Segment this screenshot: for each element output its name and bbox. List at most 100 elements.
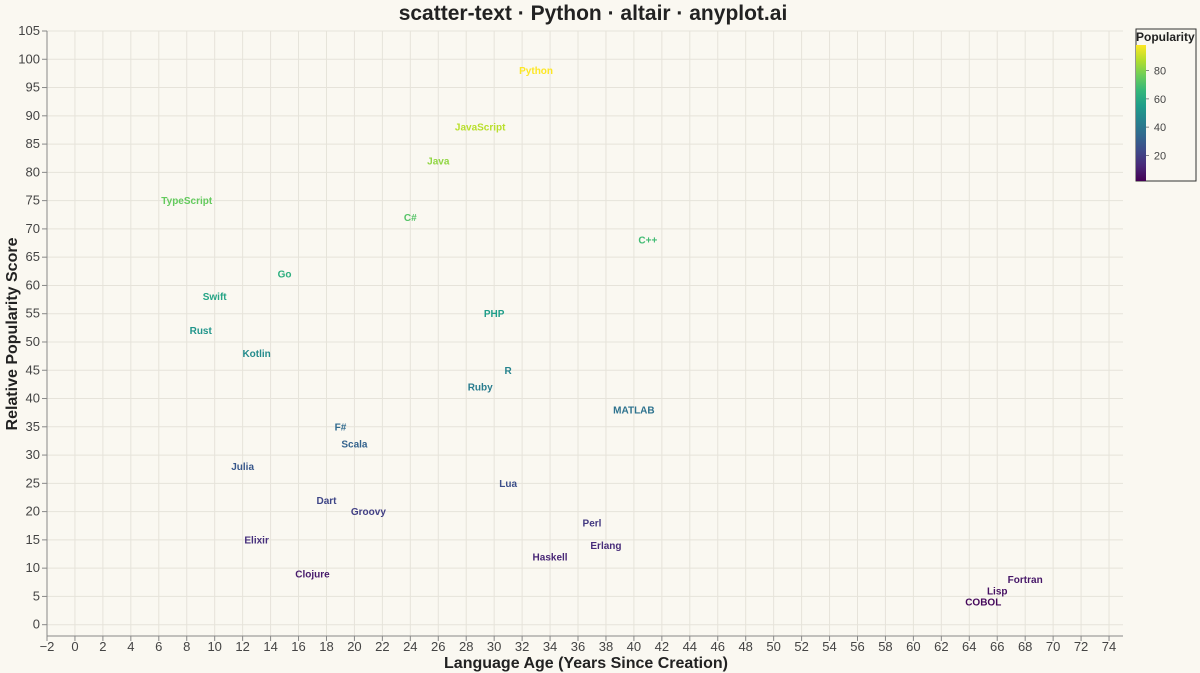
point-label-go: Go [278, 270, 292, 281]
point-label-lua: Lua [499, 479, 517, 490]
point-label-elixir: Elixir [244, 535, 269, 546]
y-tick-label: 90 [26, 108, 40, 123]
x-tick-label: 28 [459, 639, 473, 654]
y-tick-label: 25 [26, 475, 40, 490]
x-tick-label: 44 [683, 639, 697, 654]
x-tick-label: 4 [127, 639, 134, 654]
legend-tick-label: 20 [1154, 151, 1166, 163]
y-tick-label: 15 [26, 532, 40, 547]
x-tick-label: 0 [71, 639, 78, 654]
grid-lines [46, 30, 1123, 636]
y-tick-label: 40 [26, 391, 40, 406]
point-label-perl: Perl [583, 518, 602, 529]
point-label-f-: F# [335, 422, 347, 433]
chart-title: scatter-text · Python · altair · anyplot… [399, 2, 788, 25]
point-label-groovy: Groovy [351, 507, 386, 518]
x-tick-label: 32 [515, 639, 529, 654]
x-tick-label: 58 [878, 639, 892, 654]
point-label-typescript: TypeScript [161, 196, 213, 207]
x-tick-label: 70 [1046, 639, 1060, 654]
point-label-php: PHP [484, 309, 505, 320]
point-label-ruby: Ruby [468, 383, 493, 394]
x-tick-label: 74 [1102, 639, 1116, 654]
x-tick-label: 8 [183, 639, 190, 654]
x-tick-label: 36 [571, 639, 585, 654]
point-label-erlang: Erlang [590, 541, 621, 552]
point-label-swift: Swift [203, 292, 228, 303]
y-tick-label: 55 [26, 306, 40, 321]
y-tick-label: 80 [26, 164, 40, 179]
x-tick-label: 24 [403, 639, 417, 654]
x-tick-label: 30 [487, 639, 501, 654]
x-axis-title: Language Age (Years Since Creation) [444, 655, 728, 672]
y-tick-label: 100 [18, 51, 40, 66]
point-label-clojure: Clojure [295, 569, 330, 580]
x-tick-label: 62 [934, 639, 948, 654]
y-tick-label: 5 [33, 588, 40, 603]
point-label-rust: Rust [190, 326, 213, 337]
y-tick-label: 30 [26, 447, 40, 462]
x-tick-label: 12 [235, 639, 249, 654]
x-tick-label: 60 [906, 639, 920, 654]
y-tick-label: 70 [26, 221, 40, 236]
legend-title: Popularity [1136, 30, 1195, 44]
y-tick-label: 105 [18, 23, 40, 38]
y-tick-label: 60 [26, 277, 40, 292]
x-tick-label: −2 [40, 639, 55, 654]
point-label-kotlin: Kotlin [242, 349, 270, 360]
point-label-c-: C# [404, 213, 417, 224]
x-tick-label: 10 [207, 639, 221, 654]
x-tick-label: 34 [543, 639, 557, 654]
x-tick-label: 42 [655, 639, 669, 654]
x-tick-label: 54 [822, 639, 836, 654]
point-label-r: R [505, 366, 513, 377]
x-tick-label: 22 [375, 639, 389, 654]
y-tick-label: 75 [26, 193, 40, 208]
legend-tick-label: 40 [1154, 122, 1166, 134]
legend-colorbar [1136, 45, 1146, 181]
point-label-python: Python [519, 66, 553, 77]
point-label-matlab: MATLAB [613, 405, 654, 416]
axes: −2 0 2 4 6 8 10 12 14 16 18 20 22 24 26 28 30 32 34 36 38 40 4… [18, 23, 1123, 654]
point-label-julia: Julia [231, 462, 254, 473]
point-label-cobol: COBOL [965, 598, 1001, 609]
point-label-haskell: Haskell [533, 552, 568, 563]
x-tick-label: 46 [711, 639, 725, 654]
y-tick-label: 0 [33, 617, 40, 632]
y-tick-label: 45 [26, 362, 40, 377]
x-tick-label: 6 [155, 639, 162, 654]
data-labels: Python JavaScript Java TypeScript C# C++ Go Swi… [161, 66, 1042, 608]
x-tick-label: 72 [1074, 639, 1088, 654]
x-tick-label: 40 [627, 639, 641, 654]
x-tick-label: 50 [766, 639, 780, 654]
y-axis-title: Relative Popularity Score [4, 237, 21, 430]
point-label-lisp: Lisp [987, 586, 1008, 597]
point-label-javascript: JavaScript [455, 123, 506, 134]
point-label-java: Java [427, 157, 450, 168]
color-legend: Popularity 20 40 60 80 [1135, 28, 1197, 182]
x-tick-label: 2 [99, 639, 106, 654]
y-tick-label: 35 [26, 419, 40, 434]
y-tick-label: 65 [26, 249, 40, 264]
y-tick-label: 10 [26, 560, 40, 575]
y-tick-label: 50 [26, 334, 40, 349]
y-tick-label: 85 [26, 136, 40, 151]
point-label-fortran: Fortran [1008, 575, 1043, 586]
y-tick-label: 20 [26, 504, 40, 519]
x-tick-label: 38 [599, 639, 613, 654]
legend-tick-label: 80 [1154, 66, 1166, 78]
y-tick-label: 95 [26, 80, 40, 95]
x-tick-label: 52 [794, 639, 808, 654]
x-tick-label: 18 [319, 639, 333, 654]
point-label-scala: Scala [341, 439, 368, 450]
x-tick-label: 64 [962, 639, 976, 654]
legend-tick-label: 60 [1154, 94, 1166, 106]
x-tick-label: 48 [738, 639, 752, 654]
x-tick-label: 26 [431, 639, 445, 654]
x-tick-label: 68 [1018, 639, 1032, 654]
x-tick-label: 20 [347, 639, 361, 654]
point-label-c-: C++ [638, 236, 657, 247]
point-label-dart: Dart [316, 496, 337, 507]
x-tick-label: 16 [291, 639, 305, 654]
